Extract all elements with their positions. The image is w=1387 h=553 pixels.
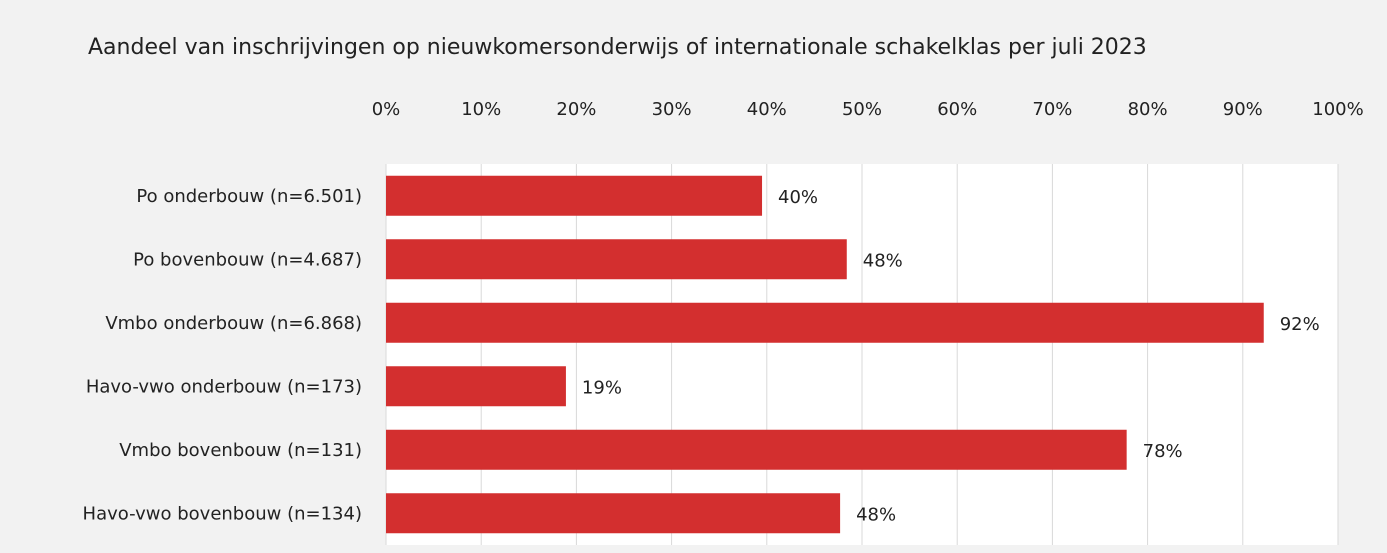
- data-label: 48%: [856, 504, 896, 525]
- data-label: 78%: [1143, 441, 1183, 462]
- x-tick-label: 10%: [461, 99, 501, 120]
- x-tick-label: 70%: [1032, 99, 1072, 120]
- x-tick-label: 90%: [1223, 99, 1263, 120]
- y-tick-label: Havo-vwo onderbouw (n=173): [86, 376, 362, 397]
- bar: [386, 302, 1264, 343]
- y-tick-label: Po bovenbouw (n=4.687): [133, 249, 362, 270]
- x-tick-label: 30%: [652, 99, 692, 120]
- data-label: 92%: [1280, 314, 1320, 335]
- bar: [386, 366, 566, 407]
- x-tick-label: 80%: [1128, 99, 1168, 120]
- x-tick-label: 50%: [842, 99, 882, 120]
- chart-title: Aandeel van inschrijvingen op nieuwkomer…: [88, 35, 1147, 60]
- x-tick-label: 0%: [372, 99, 401, 120]
- y-tick-label: Vmbo onderbouw (n=6.868): [105, 313, 362, 334]
- x-tick-label: 20%: [556, 99, 596, 120]
- y-tick-label: Po onderbouw (n=6.501): [136, 186, 362, 207]
- data-label: 19%: [582, 377, 622, 398]
- bar: [386, 493, 841, 534]
- y-tick-label: Havo-vwo bovenbouw (n=134): [83, 503, 362, 524]
- bar: [386, 239, 847, 280]
- x-tick-label: 40%: [747, 99, 787, 120]
- bar: [386, 175, 763, 216]
- data-label: 48%: [863, 250, 903, 271]
- y-tick-label: Vmbo bovenbouw (n=131): [119, 440, 362, 461]
- data-label: 40%: [778, 187, 818, 208]
- bar: [386, 429, 1127, 470]
- x-tick-label: 100%: [1312, 99, 1363, 120]
- x-tick-label: 60%: [937, 99, 977, 120]
